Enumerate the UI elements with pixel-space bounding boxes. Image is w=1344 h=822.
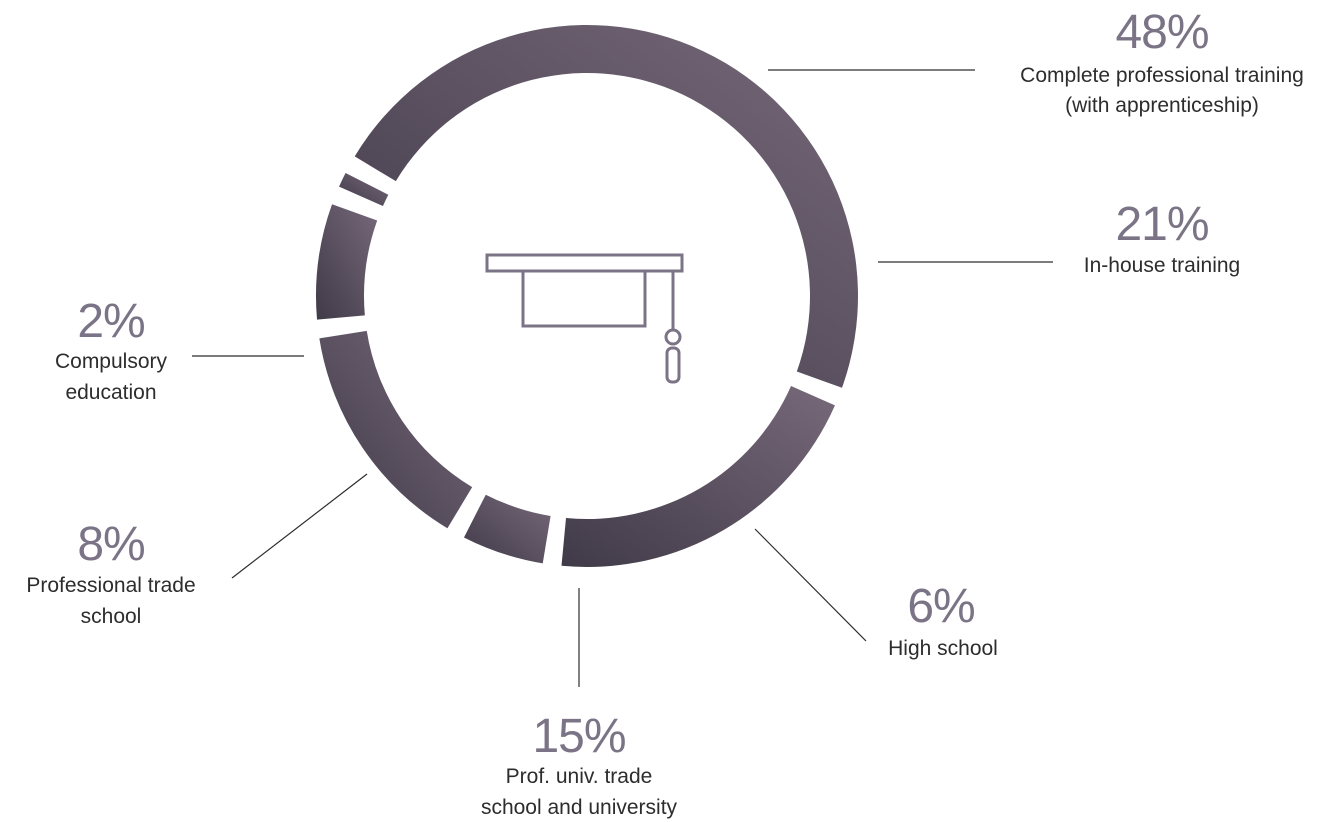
slice-labels: 48% Complete professional training (with a… [26,6,1303,819]
slice-professional-trade-school [316,204,378,320]
slice-high-school [463,494,551,564]
donut-ring [316,25,858,567]
category-label-professional-trade-school: school [81,605,142,628]
slice-in-house-training [561,385,835,567]
category-label-prof-univ-trade-school: school and university [481,796,678,819]
leader-lines [192,69,1053,687]
leader-line-high-school [754,528,867,642]
category-label-compulsory-education: education [65,381,156,404]
category-label-complete-professional-training: Complete professional training [1020,64,1304,87]
slice-compulsory-education [339,172,389,207]
percent-label-professional-trade-school: 8% [77,518,144,571]
category-label-in-house-training: In-house training [1084,254,1240,277]
percent-label-prof-univ-trade-school: 15% [532,710,625,763]
graduation-cap-icon [485,253,684,384]
slice-complete-professional-training [354,25,858,388]
percent-label-compulsory-education: 2% [77,295,144,348]
leader-line-professional-trade-school [231,473,368,579]
percent-label-complete-professional-training: 48% [1115,6,1208,59]
category-label-compulsory-education: Compulsory [55,350,168,373]
category-label-complete-professional-training: (with apprenticeship) [1065,94,1259,117]
category-label-high-school: High school [888,637,998,660]
category-label-professional-trade-school: Professional trade [26,574,195,597]
category-label-prof-univ-trade-school: Prof. univ. trade [506,765,653,788]
slice-prof-univ-trade-school [319,330,473,529]
percent-label-high-school: 6% [907,580,974,633]
percent-label-in-house-training: 21% [1115,198,1208,251]
